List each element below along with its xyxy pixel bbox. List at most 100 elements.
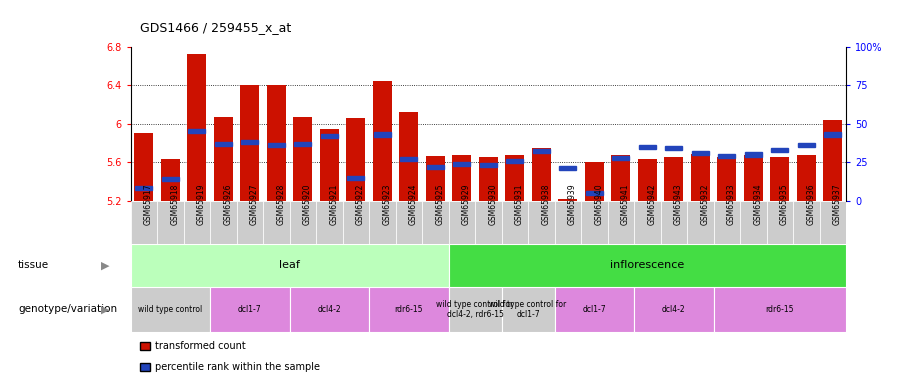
Bar — [343, 201, 369, 244]
Bar — [581, 201, 608, 244]
Text: dcl4-2: dcl4-2 — [318, 305, 341, 314]
Text: dcl1-7: dcl1-7 — [238, 305, 262, 314]
Bar — [717, 158, 736, 201]
Bar — [210, 201, 237, 244]
Text: GSM65925: GSM65925 — [436, 183, 445, 225]
Bar — [634, 201, 661, 244]
Bar — [533, 149, 550, 153]
Text: rdr6-15: rdr6-15 — [394, 305, 423, 314]
Text: transformed count: transformed count — [155, 341, 246, 351]
Bar — [479, 158, 498, 201]
Text: GSM65940: GSM65940 — [594, 183, 603, 225]
Bar — [718, 154, 735, 158]
Bar — [824, 120, 842, 201]
Bar — [448, 287, 501, 332]
Bar — [422, 201, 448, 244]
Bar — [161, 159, 179, 201]
Text: wild type control: wild type control — [138, 305, 202, 314]
Bar — [426, 156, 445, 201]
Bar — [793, 201, 820, 244]
Text: GSM65927: GSM65927 — [250, 183, 259, 225]
Bar — [321, 134, 338, 138]
Text: GSM65932: GSM65932 — [700, 183, 709, 225]
Bar — [237, 201, 263, 244]
Text: GSM65933: GSM65933 — [727, 183, 736, 225]
Bar — [267, 86, 285, 201]
Text: GSM65936: GSM65936 — [806, 183, 815, 225]
Bar — [346, 118, 365, 201]
Bar — [714, 201, 740, 244]
Bar — [135, 186, 152, 190]
Text: GSM65917: GSM65917 — [144, 183, 153, 225]
Bar — [316, 201, 343, 244]
Text: GSM65926: GSM65926 — [223, 183, 232, 225]
Bar — [130, 244, 448, 287]
Bar — [157, 201, 184, 244]
Bar — [134, 134, 153, 201]
Bar — [638, 159, 656, 201]
Bar — [665, 146, 682, 150]
Bar — [634, 287, 714, 332]
Bar — [554, 287, 634, 332]
Bar — [745, 153, 761, 156]
Text: GSM65943: GSM65943 — [674, 183, 683, 225]
Bar — [797, 154, 815, 201]
Bar — [263, 201, 290, 244]
Bar — [767, 201, 793, 244]
Bar — [480, 163, 497, 167]
Text: GSM65931: GSM65931 — [515, 183, 524, 225]
Bar — [454, 162, 470, 166]
Bar — [586, 191, 603, 195]
Text: ▶: ▶ — [101, 260, 109, 270]
Bar — [448, 244, 846, 287]
Text: leaf: leaf — [279, 260, 300, 270]
Bar — [692, 151, 708, 155]
Text: wild type control for
dcl4-2, rdr6-15: wild type control for dcl4-2, rdr6-15 — [436, 300, 514, 319]
Bar — [559, 199, 577, 201]
Bar — [639, 145, 655, 149]
Text: GSM65941: GSM65941 — [621, 183, 630, 225]
Text: GSM65922: GSM65922 — [356, 183, 364, 225]
Bar — [187, 54, 206, 201]
Bar — [585, 162, 604, 201]
Bar — [740, 201, 767, 244]
Bar — [532, 148, 551, 201]
Text: rdr6-15: rdr6-15 — [766, 305, 794, 314]
Bar — [608, 201, 634, 244]
Bar — [453, 154, 471, 201]
Text: GSM65924: GSM65924 — [409, 183, 418, 225]
Bar — [400, 112, 418, 201]
Bar — [130, 287, 210, 332]
Bar — [661, 201, 687, 244]
Bar — [744, 156, 762, 201]
Text: dcl4-2: dcl4-2 — [662, 305, 686, 314]
Text: dcl1-7: dcl1-7 — [582, 305, 606, 314]
Bar — [184, 201, 210, 244]
Text: ▶: ▶ — [101, 304, 109, 314]
Bar — [820, 201, 846, 244]
Bar — [501, 201, 528, 244]
Bar — [611, 156, 630, 201]
Text: GSM65929: GSM65929 — [462, 183, 471, 225]
Bar — [824, 132, 842, 136]
Bar — [373, 81, 392, 201]
Bar — [268, 143, 284, 147]
Text: GSM65919: GSM65919 — [197, 183, 206, 225]
Bar — [664, 158, 683, 201]
Text: GSM65921: GSM65921 — [329, 183, 338, 225]
Text: GSM65918: GSM65918 — [170, 183, 179, 225]
Text: GSM65937: GSM65937 — [832, 183, 842, 225]
Text: tissue: tissue — [18, 260, 50, 270]
Text: genotype/variation: genotype/variation — [18, 304, 117, 314]
Bar — [347, 176, 365, 180]
Bar — [475, 201, 501, 244]
Bar — [290, 287, 369, 332]
Text: GSM65934: GSM65934 — [753, 183, 762, 225]
Bar — [714, 287, 846, 332]
Bar — [560, 166, 576, 170]
Text: GDS1466 / 259455_x_at: GDS1466 / 259455_x_at — [140, 21, 291, 34]
Bar — [528, 201, 554, 244]
Text: wild type control for
dcl1-7: wild type control for dcl1-7 — [490, 300, 567, 319]
Bar — [427, 165, 444, 169]
Text: GSM65935: GSM65935 — [779, 183, 788, 225]
